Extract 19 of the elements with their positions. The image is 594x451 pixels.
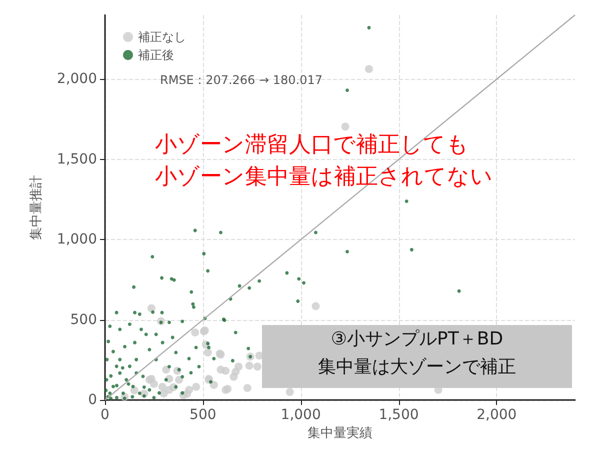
legend-label: 補正後 bbox=[138, 48, 174, 62]
x-tick-label: 0 bbox=[100, 407, 110, 423]
y-tick-label: 2,000 bbox=[56, 71, 97, 88]
annotation: 小ゾーン滞留人口で補正しても bbox=[155, 132, 469, 158]
x-tick-label: 2,000 bbox=[476, 407, 517, 423]
y-tick-label: 1,000 bbox=[56, 232, 97, 248]
y-tick-label: 1,500 bbox=[56, 151, 97, 168]
x-tick-label: 1,000 bbox=[280, 407, 321, 423]
y-tick-label: 500 bbox=[70, 312, 97, 328]
annotation: ③小サンプルPT＋BD bbox=[330, 328, 504, 350]
annotation: 小ゾーン集中量は補正されてない bbox=[155, 164, 493, 190]
y-tick-label: 0 bbox=[88, 392, 97, 408]
annotation: 集中量は大ゾーンで補正 bbox=[318, 356, 516, 378]
x-axis-title: 集中量実績 bbox=[308, 424, 372, 441]
x-tick-label: 500 bbox=[190, 407, 216, 423]
legend-label: 補正なし bbox=[138, 30, 186, 44]
annotation: RMSE : 207.266 → 180.017 bbox=[160, 73, 322, 87]
y-axis-title: 集中量推計 bbox=[29, 175, 44, 240]
x-tick-label: 1,500 bbox=[378, 407, 419, 423]
